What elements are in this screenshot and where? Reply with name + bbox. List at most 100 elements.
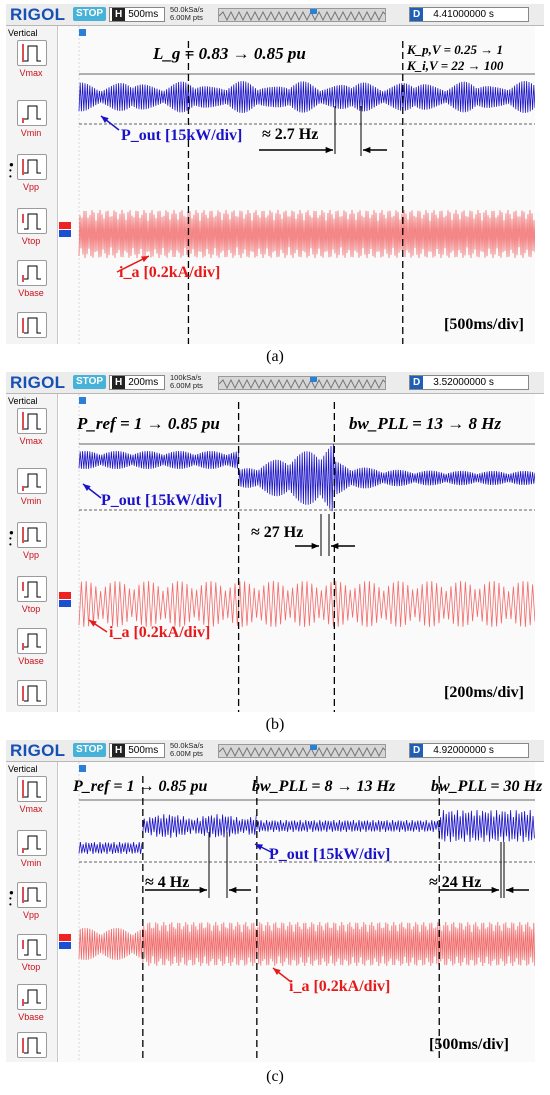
timebase-box[interactable]: H 200ms [109, 375, 165, 390]
vpp-icon [22, 159, 41, 175]
vmax-button[interactable] [17, 776, 47, 802]
vtop-icon [22, 581, 41, 598]
timebase-prefix: H [112, 376, 126, 389]
pout-pointer-head [101, 116, 109, 123]
vpp-label: Vpp [22, 910, 39, 920]
scope-toolbar: RIGOL STOP H 200ms 100kSa/s 6.00M pts D 3.5… [6, 372, 544, 394]
vertical-sidebar: Vertical Vmax Vmin ● • • Vpp Vtop Vbase [6, 394, 58, 712]
memory-waveform-icon [219, 378, 385, 389]
pout-label: P_out [15kW/div] [121, 127, 243, 144]
waveform-plot [59, 762, 536, 1062]
timebase-box[interactable]: H 500ms [109, 743, 165, 758]
memory-waveform-icon [219, 746, 385, 757]
memory-track[interactable] [218, 8, 386, 22]
waveform-screen[interactable]: P_ref = 1 → 0.85 pu bw_PLL = 8 → 13 Hz b… [59, 762, 542, 1062]
rigol-logo: RIGOL [10, 5, 66, 24]
ia-trace-2 [142, 921, 536, 967]
vtop-label: Vtop [21, 236, 41, 246]
vbase-button[interactable] [17, 984, 47, 1010]
memory-track[interactable] [218, 376, 386, 390]
vpp-button[interactable] [17, 522, 47, 548]
time-per-div-label: [200ms/div] [444, 684, 524, 701]
vtop-button[interactable] [17, 208, 47, 234]
sidebar-title: Vertical [8, 396, 38, 406]
timebase-prefix: H [112, 744, 126, 757]
vbase-icon [22, 989, 41, 1006]
timebase-value: 500ms [128, 9, 159, 20]
vamp-icon [22, 685, 41, 702]
vpp-label: Vpp [22, 182, 39, 192]
page-dots-icon: ● • • [9, 888, 14, 909]
vbase-button[interactable] [17, 260, 47, 286]
vmin-button[interactable] [17, 468, 47, 494]
page-dots-icon: ● • • [9, 160, 14, 181]
vmin-button[interactable] [17, 100, 47, 126]
pout-label: P_out [15kW/div] [101, 492, 223, 509]
ch2-marker-icon [59, 222, 71, 229]
caption-b: (b) [265, 716, 285, 733]
vertical-sidebar: Vertical Vmax Vmin ● • • Vpp Vtop Vbase [6, 762, 58, 1062]
run-stop-badge[interactable]: STOP [73, 743, 107, 757]
vamp-button[interactable] [17, 680, 47, 706]
sample-rate: 50.0kSa/s [170, 741, 204, 750]
timebase-box[interactable]: H 500ms [109, 7, 165, 22]
vmax-icon [22, 412, 41, 430]
vpp-button[interactable] [17, 882, 47, 908]
acquisition-info: 50.0kSa/s 6.00M pts [170, 742, 203, 758]
memory-waveform-icon [219, 10, 385, 21]
freq-label-2: ≈ 24 Hz [429, 874, 482, 891]
pout-trace [78, 80, 536, 114]
memory-depth: 6.00M pts [170, 749, 203, 758]
timebase-prefix: H [112, 8, 126, 21]
vtop-button[interactable] [17, 934, 47, 960]
caption-c: (c) [266, 1068, 284, 1085]
event-label-bwpll-1: bw_PLL = 8 → 13 Hz [252, 778, 396, 795]
pout-trace-2 [142, 814, 257, 838]
period-arrow-right-2-head [506, 886, 514, 894]
run-stop-badge[interactable]: STOP [73, 375, 107, 389]
vtop-label: Vtop [21, 604, 41, 614]
sample-rate: 100kSa/s [170, 373, 202, 382]
vtop-button[interactable] [17, 576, 47, 602]
acquisition-info: 100kSa/s 6.00M pts [170, 374, 203, 390]
vmin-button[interactable] [17, 830, 47, 856]
vmax-button[interactable] [17, 40, 47, 66]
delay-value: 4.41000000 s [433, 9, 494, 20]
vpp-label: Vpp [22, 550, 39, 560]
scope-panel-c: RIGOL STOP H 500ms 50.0kSa/s 6.00M pts D 4.… [6, 740, 544, 1062]
trigger-flag-icon [79, 29, 86, 36]
scope-toolbar: RIGOL STOP H 500ms 50.0kSa/s 6.00M pts D 4.… [6, 4, 544, 26]
pout-pointer-head [83, 484, 91, 491]
vbase-label: Vbase [18, 1012, 44, 1022]
freq-label: ≈ 27 Hz [251, 524, 304, 541]
trigger-position-icon[interactable] [310, 745, 318, 750]
ia-label: i_a [0.2kA/div] [289, 978, 391, 995]
delay-value: 4.92000000 s [433, 745, 494, 756]
period-arrow-left-head [311, 542, 319, 550]
vmax-icon [22, 780, 41, 798]
vbase-icon [22, 633, 41, 650]
trigger-position-icon[interactable] [310, 377, 318, 382]
delay-box[interactable]: D 4.92000000 s [409, 743, 529, 758]
vamp-button[interactable] [17, 1032, 47, 1058]
vamp-button[interactable] [17, 312, 47, 338]
vmax-button[interactable] [17, 408, 47, 434]
delay-box[interactable]: D 3.52000000 s [409, 375, 529, 390]
pout-trace-post [238, 443, 536, 512]
memory-track[interactable] [218, 744, 386, 758]
run-stop-badge[interactable]: STOP [73, 7, 107, 21]
ch1-marker-icon [59, 942, 71, 949]
vpp-button[interactable] [17, 154, 47, 180]
delay-box[interactable]: D 4.41000000 s [409, 7, 529, 22]
memory-depth: 6.00M pts [170, 381, 203, 390]
period-arrow-left-2-head [491, 886, 499, 894]
waveform-screen[interactable]: L_g = 0.83 → 0.85 pu K_p,V = 0.25 → 1 K_… [59, 26, 536, 344]
vbase-button[interactable] [17, 628, 47, 654]
vtop-icon [22, 213, 41, 230]
timebase-value: 500ms [128, 745, 159, 756]
event-label-pref: P_ref = 1 → 0.85 pu [73, 778, 208, 795]
event-label-kiv: K_i,V = 22 → 100 [407, 58, 504, 73]
trigger-position-icon[interactable] [310, 9, 318, 14]
ch2-marker-icon [59, 592, 71, 599]
waveform-screen[interactable]: P_ref = 1 → 0.85 pu bw_PLL = 13 → 8 Hz P… [59, 394, 536, 712]
